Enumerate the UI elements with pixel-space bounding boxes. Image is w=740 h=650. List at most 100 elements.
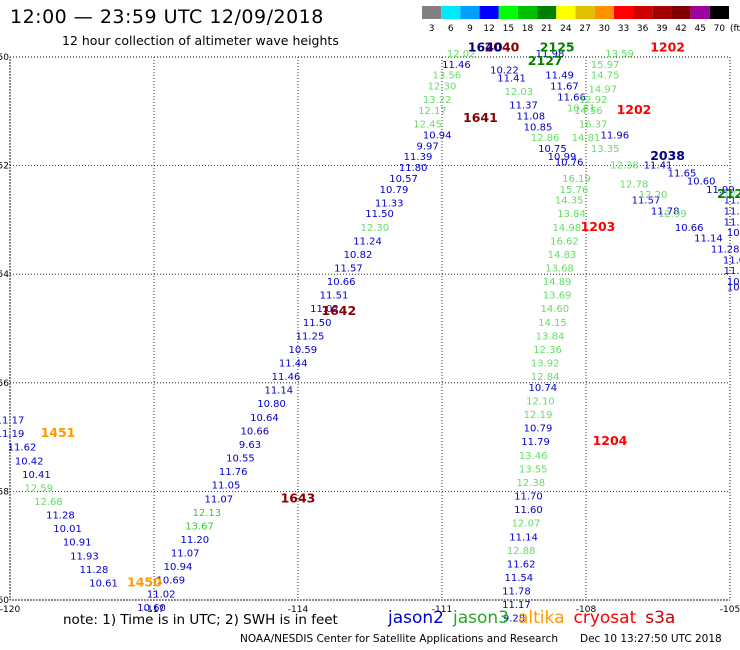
lat-label: -50 bbox=[0, 53, 9, 63]
track-1451: 11.17 11.19 11.62 10.42 10.41 12.59 12.68 11.28… bbox=[0, 416, 118, 590]
track-time-label: 1643 bbox=[281, 490, 316, 505]
swh-value: 11.80 bbox=[399, 163, 428, 174]
lon-label: -105 bbox=[720, 605, 740, 615]
swh-value: 9.63 bbox=[239, 440, 261, 451]
track-time-label: 1642 bbox=[321, 303, 356, 318]
swh-value: 12.20 bbox=[639, 190, 668, 201]
scale-label: 27 bbox=[579, 24, 590, 33]
swh-value: 13.84 bbox=[557, 209, 586, 220]
swh-value: 12.07 bbox=[512, 519, 541, 530]
sat-legend-jason3: jason3 bbox=[453, 608, 509, 628]
swh-value: 11.62 bbox=[507, 559, 536, 570]
swh-value: 11.70 bbox=[514, 492, 543, 503]
swh-value: 12.45 bbox=[413, 120, 442, 131]
swh-value: 11.78 bbox=[502, 587, 531, 598]
swh-value: 11.98 bbox=[536, 49, 565, 60]
swh-value: 11.03 bbox=[723, 255, 740, 266]
swh-value: 11.07 bbox=[204, 494, 233, 505]
swh-value: 11.15 bbox=[724, 266, 740, 277]
swh-value: 10.55 bbox=[226, 454, 255, 465]
swh-value: 11.44 bbox=[279, 359, 308, 370]
sat-legend-jason2: jason2 bbox=[388, 608, 444, 628]
scale-swatch-12 bbox=[479, 6, 499, 19]
swh-value: 11.96 bbox=[600, 130, 629, 141]
scale-label: 12 bbox=[483, 24, 494, 33]
swh-value: 11.76 bbox=[219, 467, 248, 478]
swh-value: 12.88 bbox=[507, 546, 536, 557]
footer-timestamp: Dec 10 13:27:50 UTC 2018 bbox=[580, 633, 722, 645]
swh-value: 13.46 bbox=[519, 451, 548, 462]
swh-value: 10.69 bbox=[156, 576, 185, 587]
swh-value: 10.61 bbox=[89, 578, 118, 589]
swh-value: 14.15 bbox=[538, 318, 567, 329]
swh-value: 10.1 bbox=[727, 282, 740, 293]
scale-swatch-21 bbox=[537, 6, 557, 19]
scale-label: 39 bbox=[656, 24, 668, 33]
swh-value: 11.60 bbox=[514, 505, 543, 516]
swh-value: 12.59 bbox=[24, 483, 53, 494]
swh-value: 11.41 bbox=[497, 73, 526, 84]
track-time-label: 1640 bbox=[468, 40, 503, 55]
swh-value: 10.60 bbox=[137, 603, 166, 614]
scale-label: 3 bbox=[429, 24, 435, 33]
scale-swatch-70 bbox=[709, 6, 729, 19]
scale-label: 18 bbox=[522, 24, 534, 33]
swh-value: 10.94 bbox=[423, 130, 452, 141]
swh-value: 11.78 bbox=[651, 206, 680, 217]
swh-value: 10.79 bbox=[380, 185, 409, 196]
track-time-label: 1204 bbox=[593, 433, 628, 448]
swh-value: 10.60 bbox=[687, 177, 716, 188]
scale-units: (ft) bbox=[730, 24, 740, 33]
swh-value: 9.97 bbox=[416, 141, 438, 152]
swh-value: 10.66 bbox=[675, 223, 704, 234]
swh-value: 12.30 bbox=[428, 82, 457, 93]
track-time-label: 1450 bbox=[127, 574, 162, 589]
scale-label: 42 bbox=[675, 24, 686, 33]
swh-value: 11.54 bbox=[504, 573, 533, 584]
swh-value: 12.99 bbox=[658, 209, 687, 220]
swh-value: 10.5 bbox=[727, 277, 740, 288]
swh-value: 10.99 bbox=[548, 152, 577, 163]
swh-value: 12.13 bbox=[192, 508, 221, 519]
scale-swatch-15 bbox=[498, 6, 518, 19]
swh-value: 16.19 bbox=[562, 174, 591, 185]
scale-swatch-36 bbox=[633, 6, 653, 19]
track-212: 212 bbox=[717, 186, 740, 201]
swh-value: 10.66 bbox=[327, 277, 356, 288]
scale-label: 36 bbox=[637, 24, 649, 33]
track-1202b: 1202 bbox=[617, 102, 652, 117]
scale-swatch-24 bbox=[556, 6, 576, 19]
swh-value: 12.86 bbox=[531, 133, 560, 144]
track-time-label: 1451 bbox=[41, 425, 76, 440]
scale-swatch-9 bbox=[460, 6, 480, 19]
track-time-label: 1202 bbox=[650, 40, 685, 55]
swh-value: 10.82 bbox=[344, 250, 373, 261]
lon-label: -114 bbox=[288, 605, 309, 615]
lon-label: -117 bbox=[144, 605, 164, 615]
swh-value: 10.1 bbox=[727, 228, 740, 239]
swh-value: 12.30 bbox=[360, 223, 389, 234]
swh-value: 11.57 bbox=[632, 196, 661, 207]
scale-label: 9 bbox=[467, 24, 473, 33]
track-1203: 11.5711.7810.6611.1411.2811.0311.1510.51… bbox=[581, 196, 740, 294]
scale-label: 45 bbox=[694, 24, 705, 33]
swh-value: 11.79 bbox=[521, 437, 550, 448]
satellite-tracks: 10.949.9711.3911.8010.5710.7911.3311.501… bbox=[0, 40, 740, 625]
swh-value: 10.41 bbox=[22, 470, 51, 481]
swh-value: 14.83 bbox=[548, 250, 577, 261]
track-time-label: 2040 bbox=[485, 40, 520, 55]
swh-value: 13.69 bbox=[543, 291, 572, 302]
swh-value: 14.35 bbox=[555, 196, 584, 207]
swh-value: 15.76 bbox=[560, 185, 589, 196]
swh-value: 11.25 bbox=[296, 331, 325, 342]
swh-value: 11.37 bbox=[509, 101, 538, 112]
swh-value: 14.60 bbox=[540, 304, 569, 315]
scale-label: 30 bbox=[599, 24, 611, 33]
lat-label: -54 bbox=[0, 270, 9, 280]
sat-legend-s3a: s3a bbox=[645, 608, 676, 628]
scale-swatch-39 bbox=[652, 6, 672, 19]
map-title: 12:00 — 23:59 UTC 12/09/2018 bbox=[10, 6, 324, 28]
